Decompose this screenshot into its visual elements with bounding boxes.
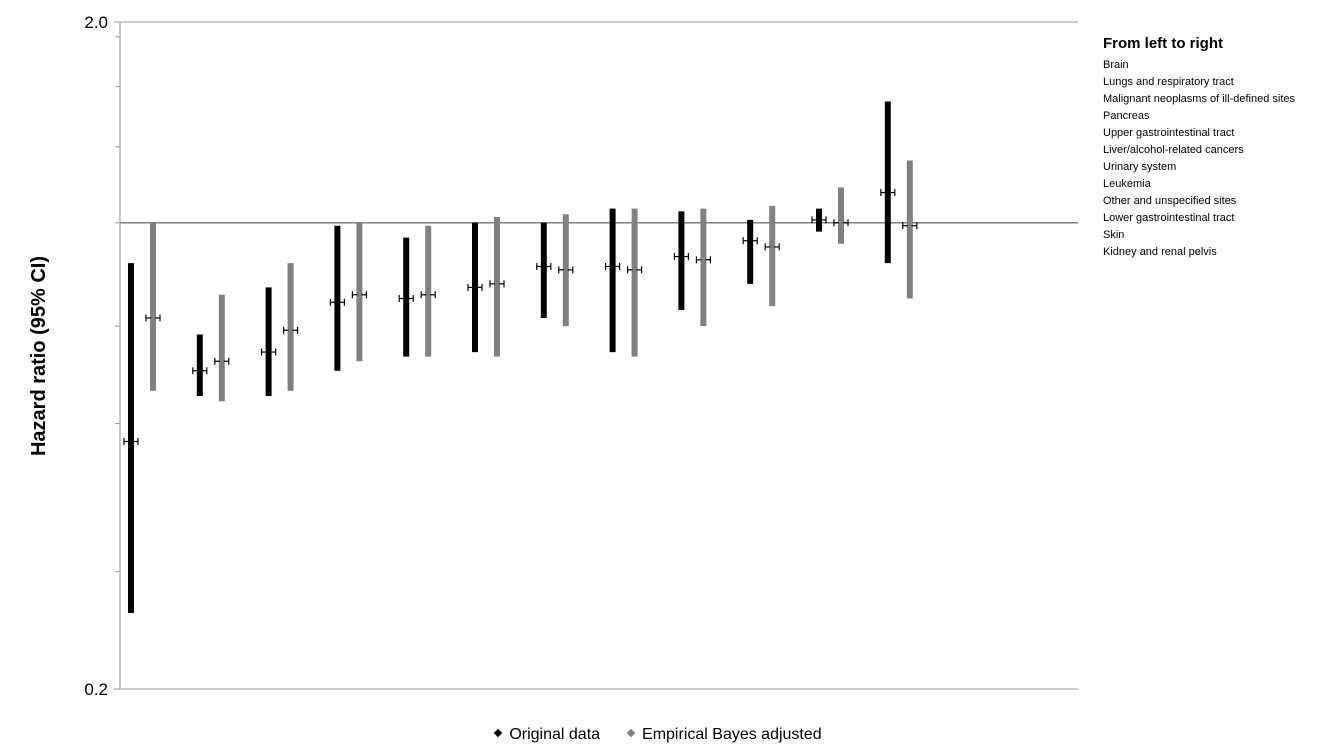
y-axis-label: Hazard ratio (95% CI) [28,256,50,456]
estimate-point [219,359,224,364]
estimate-marker-original-11 [811,216,827,224]
estimate-point [473,285,477,290]
series-legend: Original data Empirical Bayes adjusted [0,726,1317,744]
estimate-point [817,217,821,222]
category-legend-item: Skin [1103,229,1125,241]
estimate-marker-eb-1 [145,314,161,322]
estimate-marker-eb-12 [902,222,918,230]
category-legend-item: Lungs and respiratory tract [1103,76,1234,88]
category-legend-item: Liver/alcohol-related cancers [1103,144,1244,156]
y-tick-label: 2.0 [84,13,108,32]
y-tick-label: 0.2 [84,680,108,699]
estimate-point [701,257,706,262]
estimate-point [495,281,499,286]
category-legend-item: Urinary system [1103,161,1177,173]
category-legend-item: Malignant neoplasms of ill-defined sites [1103,93,1295,105]
estimate-marker-original-1 [123,437,139,445]
estimate-point [426,292,431,297]
category-legend-title: From left to right [1103,35,1223,52]
estimate-marker-original-10 [742,237,758,245]
category-legend-item: Kidney and renal pelvis [1103,246,1217,258]
estimate-marker-eb-3 [283,326,299,334]
estimate-marker-original-9 [673,253,690,261]
estimate-point [885,190,890,195]
estimate-marker-original-7 [536,262,552,270]
estimate-marker-original-6 [467,283,483,291]
estimate-marker-eb-5 [420,291,436,299]
diamond-marker-icon [494,728,503,738]
estimate-marker-original-3 [261,348,277,356]
estimate-marker-original-5 [398,294,414,302]
series-legend-label: Empirical Bayes adjusted [642,726,822,743]
estimate-point [770,244,775,249]
estimate-marker-original-12 [880,189,896,197]
estimate-marker-original-4 [329,298,345,306]
estimate-point [151,315,155,320]
estimate-marker-eb-4 [351,291,367,299]
estimate-point [907,223,912,228]
estimate-point [748,238,753,243]
estimate-point [335,300,340,305]
estimate-marker-eb-7 [558,266,574,274]
axis-layer: 0.2 2.0 [84,13,1078,699]
series-legend-item: Original data [494,726,601,743]
estimate-marker-eb-6 [489,280,505,288]
estimate-point [541,264,546,269]
estimate-point [563,267,568,272]
category-legend-item: Other and unspecified sites [1103,195,1237,207]
estimate-point [129,439,133,444]
category-legend-item: Brain [1103,59,1129,71]
category-legend-item: Leukemia [1103,178,1151,190]
marks-layer [123,101,918,613]
series-legend-item: Empirical Bayes adjusted [626,726,822,743]
estimate-point [839,220,843,225]
estimate-point [679,254,684,259]
estimate-point [197,368,202,373]
estimate-marker-eb-9 [695,256,712,264]
estimate-point [357,292,362,297]
category-legend: Brain Lungs and respiratory tract Malignan… [1103,57,1313,261]
category-legend-item: Lower gastrointestinal tract [1103,212,1235,224]
estimate-point [632,267,637,272]
estimate-point [610,264,615,269]
category-legend-item: Pancreas [1103,110,1150,122]
category-legend-item: Upper gastrointestinal tract [1103,127,1235,139]
estimate-point [288,328,293,333]
estimate-point [266,350,271,355]
estimate-marker-eb-10 [764,243,780,251]
estimate-point [404,296,409,301]
diamond-marker-icon [626,728,636,738]
estimate-marker-original-8 [604,262,621,270]
series-legend-label: Original data [509,726,601,743]
estimate-marker-eb-2 [214,357,230,365]
estimate-marker-original-2 [192,367,208,375]
estimate-marker-eb-11 [833,219,849,227]
estimate-marker-eb-8 [626,266,643,274]
